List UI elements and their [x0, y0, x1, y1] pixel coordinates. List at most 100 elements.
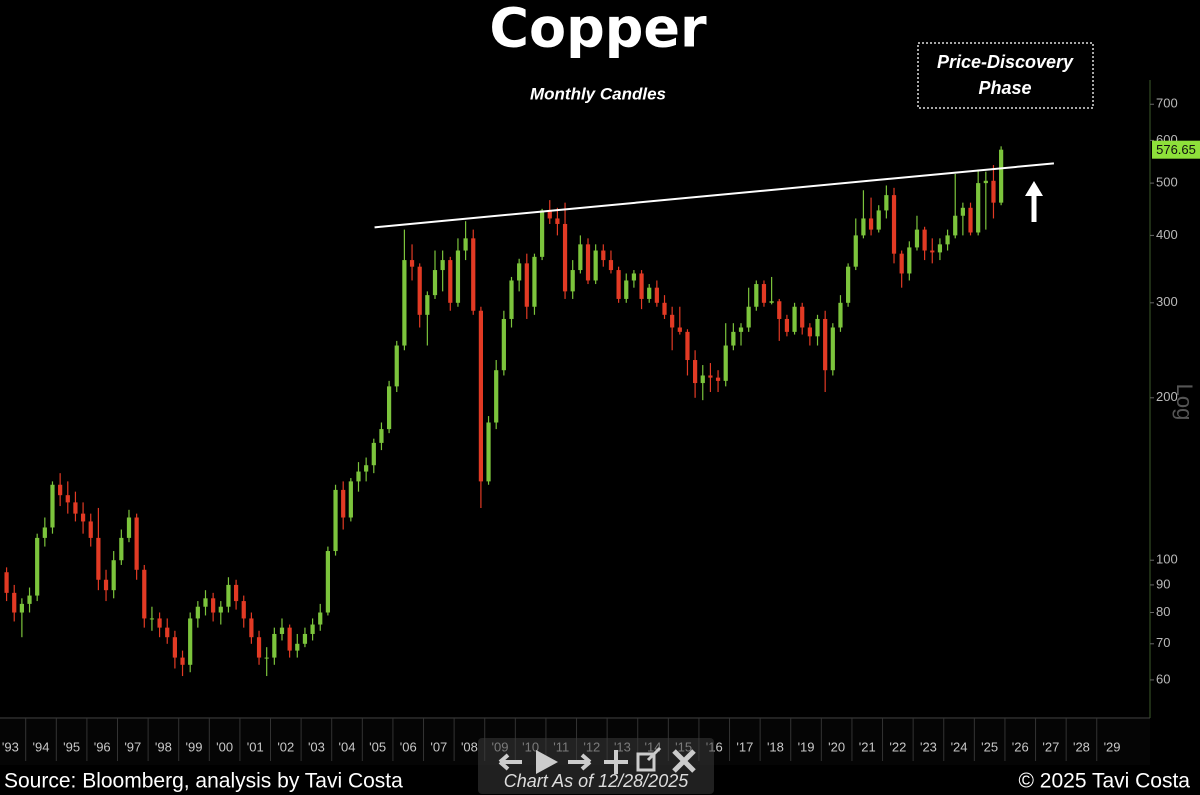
- play-button[interactable]: [536, 750, 558, 774]
- candle-body: [478, 310, 484, 482]
- candle-body: [287, 627, 292, 651]
- x-tick-label: '21: [859, 739, 876, 754]
- candle-body: [731, 331, 736, 346]
- candle-body: [830, 327, 835, 371]
- candle-body: [88, 521, 93, 538]
- candle-body: [402, 260, 407, 346]
- y-tick-label: 60: [1156, 671, 1170, 686]
- y-tick-label: 500: [1156, 175, 1178, 190]
- candle-body: [815, 318, 820, 337]
- candle-body: [578, 244, 583, 271]
- candle-body: [172, 637, 177, 658]
- candle-body: [501, 318, 506, 371]
- x-tick-label: '96: [94, 739, 111, 754]
- chart-toolbar: Chart As of 12/28/2025: [478, 738, 714, 794]
- candle-body: [876, 210, 881, 230]
- candle-body: [302, 633, 308, 644]
- candle-body: [884, 195, 889, 211]
- candle-body: [211, 598, 216, 613]
- candle-body: [279, 627, 285, 634]
- candle-body: [960, 207, 965, 216]
- candle-body: [241, 601, 246, 619]
- candle-body: [968, 207, 973, 233]
- x-tick-label: '93: [2, 739, 19, 754]
- x-tick-label: '02: [277, 739, 294, 754]
- y-tick-label: 700: [1156, 96, 1178, 111]
- candle-body: [807, 327, 812, 337]
- x-tick-label: '00: [216, 739, 233, 754]
- x-tick-label: '27: [1042, 739, 1059, 754]
- candle-body: [218, 606, 223, 613]
- y-tick-label: 90: [1156, 576, 1170, 591]
- candle-body: [670, 314, 675, 328]
- candle-body: [19, 603, 24, 613]
- candle-body: [693, 360, 698, 384]
- candle-body: [539, 210, 545, 257]
- candle-body: [42, 527, 47, 538]
- x-tick-label: '22: [889, 739, 906, 754]
- x-tick-label: '07: [430, 739, 447, 754]
- candle-body: [616, 270, 621, 299]
- candle-body: [899, 253, 904, 274]
- candle-body: [203, 598, 208, 607]
- x-tick-label: '06: [400, 739, 417, 754]
- zoom-button[interactable]: [636, 746, 662, 772]
- chart-title: Copper: [489, 0, 707, 60]
- candle-body: [983, 180, 988, 184]
- candle-body: [891, 195, 897, 254]
- candle-body: [417, 266, 422, 315]
- copyright: © 2025 Tavi Costa: [1018, 770, 1190, 793]
- trendline: [374, 162, 1055, 229]
- as-of-note: Chart As of 12/28/2025: [504, 771, 689, 791]
- candle-body: [800, 306, 805, 328]
- x-tick-label: '25: [981, 739, 998, 754]
- forward-button[interactable]: [568, 753, 592, 771]
- back-button[interactable]: [498, 753, 522, 771]
- y-axis-label: Log: [1172, 384, 1197, 421]
- candle-body: [448, 260, 453, 303]
- candle-body: [471, 238, 476, 311]
- candle-body: [853, 235, 858, 267]
- x-tick-label: '29: [1104, 739, 1121, 754]
- candle-body: [188, 618, 193, 665]
- candle-body: [524, 263, 529, 307]
- candle-body: [341, 489, 346, 518]
- candle-body: [165, 627, 170, 638]
- candle-body: [249, 618, 254, 638]
- candle-body: [333, 489, 338, 552]
- candle-body: [318, 612, 323, 625]
- candle-body: [754, 284, 759, 307]
- x-tick-label: '95: [63, 739, 80, 754]
- candle-body: [769, 301, 774, 303]
- x-tick-label: '26: [1012, 739, 1029, 754]
- arrow-head: [1025, 181, 1043, 196]
- candle-body: [356, 471, 361, 482]
- candle-body: [12, 592, 17, 613]
- candle-body: [838, 302, 843, 328]
- candle-body: [27, 595, 32, 604]
- x-tick-label: '03: [308, 739, 325, 754]
- candle-body: [639, 273, 644, 299]
- x-tick-label: '97: [124, 739, 141, 754]
- candle-body: [325, 551, 330, 613]
- pan-button[interactable]: [604, 750, 628, 774]
- candle-body: [157, 618, 162, 628]
- candle-body: [585, 244, 591, 281]
- annotation-line: Phase: [978, 78, 1031, 98]
- candle-body: [662, 302, 667, 315]
- candle-body: [761, 284, 767, 303]
- candle-body: [432, 270, 438, 296]
- candle-body: [35, 537, 40, 596]
- candle-body: [126, 517, 132, 538]
- candle-body: [119, 537, 124, 561]
- candle-body: [647, 287, 652, 299]
- x-tick-label: '20: [828, 739, 845, 754]
- candle-body: [371, 442, 376, 466]
- y-tick-label: 400: [1156, 227, 1178, 242]
- candle-body: [861, 218, 866, 236]
- candles: [4, 146, 1004, 677]
- candle-body: [953, 215, 958, 236]
- close-button[interactable]: [672, 749, 696, 773]
